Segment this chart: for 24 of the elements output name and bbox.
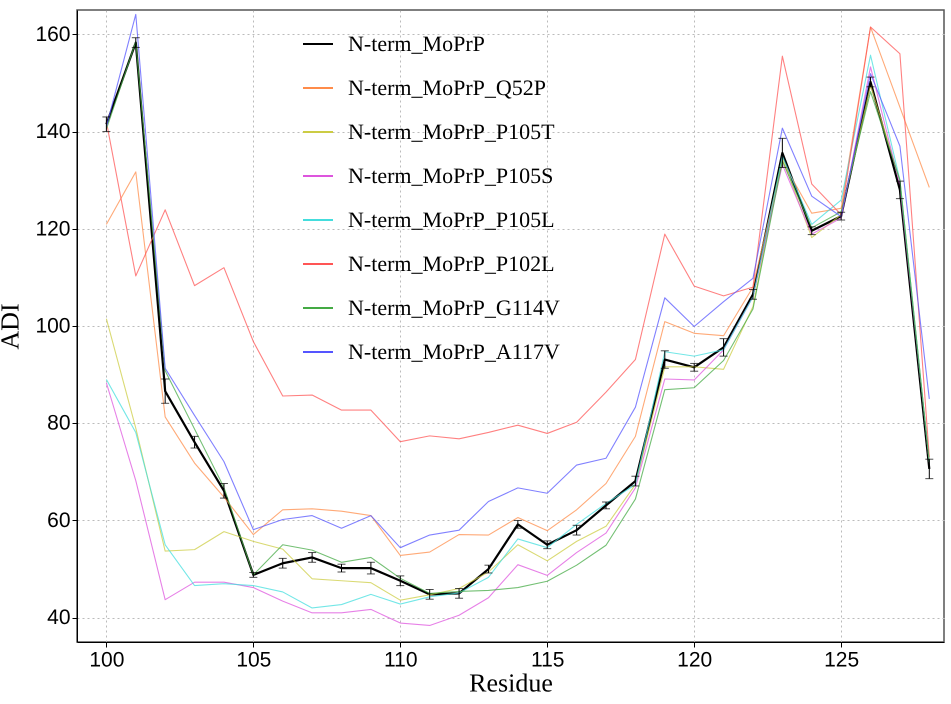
x-tick-label: 120	[677, 648, 712, 672]
line-series	[106, 26, 930, 458]
legend-label: N-term_MoPrP_P102L	[348, 251, 555, 276]
y-axis-title: ADI	[0, 303, 24, 350]
legend-label: N-term_MoPrP	[348, 31, 485, 56]
x-tick-label: 100	[89, 648, 124, 672]
legend-label: N-term_MoPrP_P105S	[348, 163, 554, 188]
legend-label: N-term_MoPrP_G114V	[348, 295, 560, 320]
y-tick-label: 80	[47, 412, 70, 435]
legend-label: N-term_MoPrP_P105L	[348, 207, 555, 232]
y-tick-label: 120	[35, 217, 70, 240]
y-tick-label: 100	[35, 314, 70, 338]
legend-label: N-term_MoPrP_A117V	[348, 339, 560, 364]
x-tick-label: 105	[236, 648, 272, 672]
x-axis-title: Residue	[469, 668, 553, 698]
y-tick-label: 160	[35, 22, 70, 46]
legend-label: N-term_MoPrP_P105T	[348, 119, 556, 144]
y-tick-label: 40	[47, 606, 70, 630]
legend-label: N-term_MoPrP_Q52P	[348, 75, 546, 100]
x-tick-label: 110	[384, 648, 418, 672]
x-tick-label: 125	[824, 648, 860, 672]
y-tick-label: 60	[47, 508, 70, 532]
y-tick-label: 140	[35, 120, 70, 144]
x-tick-label: 115	[530, 648, 564, 672]
